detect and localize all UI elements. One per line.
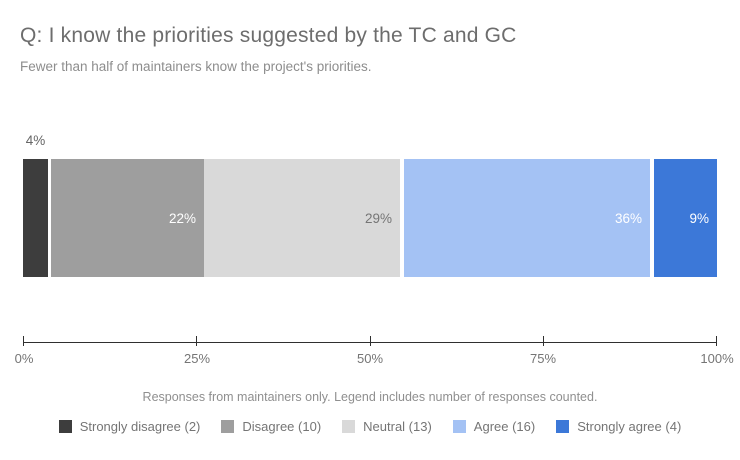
x-axis-tick-0 xyxy=(23,336,24,346)
bar-segment-neutral: 29% xyxy=(204,159,400,277)
x-axis-tick-75 xyxy=(543,336,544,346)
legend-swatch-agree xyxy=(452,420,466,433)
x-axis-tick-50 xyxy=(370,336,371,346)
legend-label-strongly-disagree: Strongly disagree (2) xyxy=(79,419,201,434)
chart-subtitle: Fewer than half of maintainers know the … xyxy=(20,59,372,74)
x-axis-tick-label-50: 50% xyxy=(356,351,384,366)
legend-label-strongly-agree: Strongly agree (4) xyxy=(577,419,682,434)
value-label-neutral: 29% xyxy=(364,210,392,226)
legend-label-neutral: Neutral (13) xyxy=(363,419,432,434)
stacked-bar: 22% 29% 36% 9% xyxy=(23,159,717,277)
x-axis-tick-label-0: 0% xyxy=(14,351,34,366)
bar-segment-strongly-agree: 9% xyxy=(654,159,717,277)
legend-item-agree: Agree (16) xyxy=(452,419,536,434)
legend-label-agree: Agree (16) xyxy=(473,419,536,434)
value-label-strongly-disagree: 4% xyxy=(25,133,46,148)
x-axis-tick-25 xyxy=(196,336,197,346)
legend-item-strongly-disagree: Strongly disagree (2) xyxy=(58,419,201,434)
x-axis-tick-label-75: 75% xyxy=(529,351,557,366)
legend-swatch-strongly-disagree xyxy=(58,420,72,433)
x-axis-tick-label-100: 100% xyxy=(700,351,734,366)
legend-swatch-strongly-agree xyxy=(556,420,570,433)
chart-footnote: Responses from maintainers only. Legend … xyxy=(142,390,598,404)
legend-swatch-disagree xyxy=(221,420,235,433)
legend-item-disagree: Disagree (10) xyxy=(221,419,321,434)
legend-swatch-neutral xyxy=(342,420,356,433)
chart-title: Q: I know the priorities suggested by th… xyxy=(20,24,517,47)
x-axis-tick-100 xyxy=(716,336,717,346)
bar-segment-disagree: 22% xyxy=(51,159,204,277)
legend-item-neutral: Neutral (13) xyxy=(342,419,432,434)
value-label-strongly-agree: 9% xyxy=(689,210,709,226)
value-label-disagree: 22% xyxy=(168,210,196,226)
legend: Strongly disagree (2) Disagree (10) Neut… xyxy=(0,419,740,434)
legend-label-disagree: Disagree (10) xyxy=(242,419,322,434)
x-axis-tick-label-25: 25% xyxy=(183,351,211,366)
bar-segment-strongly-disagree xyxy=(23,159,48,277)
value-label-agree: 36% xyxy=(614,210,642,226)
legend-item-strongly-agree: Strongly agree (4) xyxy=(556,419,681,434)
bar-segment-agree: 36% xyxy=(404,159,650,277)
